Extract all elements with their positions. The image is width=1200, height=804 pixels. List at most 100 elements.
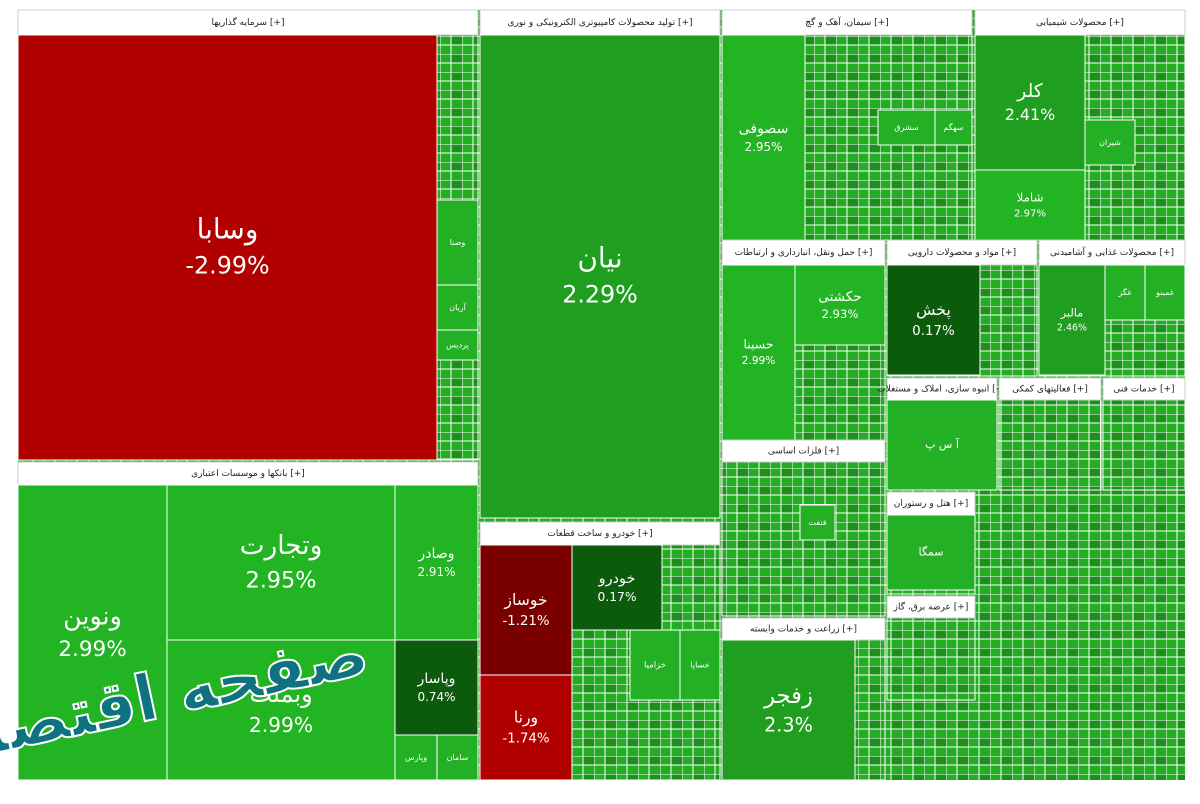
tile-name: شاملا	[1016, 190, 1043, 204]
tile-change: 2.29%	[562, 281, 638, 309]
tile-name: وصادر	[417, 546, 454, 562]
tile-name: سهگم	[943, 122, 963, 132]
sector-title: عرضه برق، گاز [+]	[893, 601, 969, 613]
tile-change: 2.99%	[249, 713, 313, 737]
tile-change: 0.17%	[598, 590, 637, 604]
sector-body	[1102, 399, 1186, 491]
tile-change: 2.99%	[742, 355, 775, 367]
sector-header	[721, 239, 886, 266]
tile	[394, 484, 479, 641]
tile	[799, 504, 836, 541]
tile-name: فنفت	[808, 518, 826, 527]
tile-name: حکشتی	[818, 289, 861, 305]
tile	[679, 629, 721, 701]
sector-title: بانکها و موسسات اعتباری [+]	[191, 469, 305, 479]
sector-header	[1038, 239, 1186, 266]
tile	[886, 399, 998, 491]
tile-change: 2.99%	[58, 637, 126, 662]
tile	[17, 484, 168, 781]
tile-name: ونوین	[63, 600, 122, 631]
tile	[436, 199, 479, 286]
tile-change: -1.74%	[503, 731, 550, 746]
tile-name: خودرو	[598, 571, 636, 587]
tile-name: سامان	[447, 753, 469, 762]
tile-name: سشرق	[894, 123, 919, 132]
tile-name: زفجر	[763, 683, 813, 709]
tile	[166, 639, 396, 781]
tile	[1144, 264, 1186, 321]
tile	[479, 544, 573, 676]
sector-header	[479, 9, 721, 36]
tile	[886, 514, 976, 591]
sector-title: مواد و محصولات دارویی [+]	[908, 248, 1016, 258]
tile-name: نیان	[577, 242, 622, 275]
sector-title: سرمایه گذاریها [+]	[212, 16, 285, 28]
tile	[794, 264, 886, 346]
tile	[17, 34, 438, 461]
tile	[974, 169, 1086, 241]
sector-title: حمل ونقل، انبارداری و ارتباطات [+]	[735, 248, 873, 258]
tile	[721, 264, 796, 441]
tile	[877, 109, 936, 146]
sector-title: زراعت و خدمات وابسته [+]	[750, 625, 857, 635]
tile-name: وبملت	[249, 680, 312, 708]
tile-name: آریان	[449, 302, 466, 312]
tile	[479, 674, 573, 781]
tile-name: غمینو	[1155, 288, 1174, 297]
sector-title: سیمان، آهک و گچ [+]	[805, 16, 888, 28]
tile	[886, 264, 981, 376]
sector-title: محصولات شیمیایی [+]	[1036, 18, 1124, 28]
sector-title: خدمات فنی [+]	[1113, 385, 1174, 395]
tile-change: 2.95%	[245, 567, 316, 593]
tile	[721, 639, 856, 781]
tile-name: آ س پ	[925, 437, 960, 451]
tile	[629, 629, 681, 701]
tile-change: 2.93%	[822, 307, 859, 321]
tile-name: ورنا	[514, 708, 538, 728]
sector-title: تولید محصولات کامپیوتری الکترونیکی و نور…	[507, 18, 692, 28]
tile-name: غگز	[1117, 287, 1131, 297]
sector-title: فعالیتهای کمکی [+]	[1012, 385, 1088, 395]
tile-change: 0.17%	[912, 324, 955, 339]
sector-title: هتل و رستوران [+]	[894, 499, 969, 509]
tile-name: حسینا	[743, 337, 773, 352]
tile-name: وتجارت	[240, 531, 323, 561]
sector-header	[998, 377, 1102, 401]
tile-name: وسابا	[197, 213, 259, 246]
sector-body	[998, 399, 1102, 491]
tile	[436, 329, 479, 361]
tile-name: شیران	[1099, 138, 1121, 147]
tile-name: وپاسار	[417, 671, 456, 687]
tile-change: -2.99%	[185, 252, 269, 280]
tile-change: 2.95%	[744, 140, 782, 154]
tile-name: پخش	[916, 300, 951, 320]
tile-change: 2.3%	[764, 713, 813, 736]
tile-change: 2.91%	[417, 565, 455, 579]
tile-name: مالبر	[1060, 306, 1083, 319]
tile-change: -1.21%	[503, 614, 550, 629]
tile-name: خزامیا	[644, 661, 666, 671]
sector-header	[886, 239, 1038, 266]
sector-title: انبوه سازی، املاک و مستغلات [+]	[877, 384, 1006, 395]
sector-header	[721, 439, 886, 463]
tile-name: سمگا	[918, 546, 943, 559]
tile	[1084, 119, 1136, 166]
tile-name: پردیس	[446, 341, 469, 350]
sector-title: خودرو و ساخت قطعات [+]	[547, 529, 652, 539]
tile	[1038, 264, 1106, 376]
tile-name: کلر	[1016, 81, 1042, 102]
tile	[571, 544, 663, 631]
tile	[1104, 264, 1146, 321]
tile-name: وپارس	[405, 753, 427, 762]
tile-name: وصنا	[450, 238, 466, 247]
tile	[479, 34, 721, 519]
sector-header	[721, 9, 973, 36]
tile	[394, 639, 479, 736]
tile-change: 2.46%	[1057, 322, 1087, 333]
tile	[934, 109, 973, 146]
tile-name: سصوفی	[739, 121, 789, 137]
sector-header	[17, 9, 479, 36]
tile	[974, 34, 1086, 171]
tile-name: خوساز	[503, 590, 547, 610]
